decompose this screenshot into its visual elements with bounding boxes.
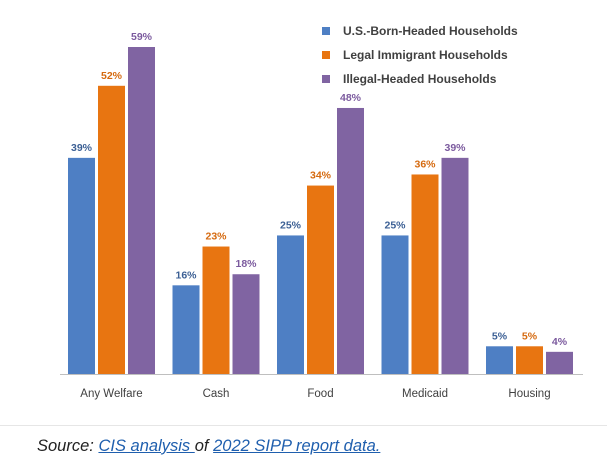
bar (441, 157, 469, 374)
bar (546, 351, 573, 374)
source-caption: Source: CIS analysis of 2022 SIPP report… (37, 437, 380, 456)
data-label: 5% (492, 330, 508, 342)
bar (172, 285, 200, 374)
data-label: 59% (131, 31, 153, 43)
data-label: 18% (235, 258, 257, 270)
category-label: Food (307, 388, 333, 400)
data-label: 23% (205, 231, 227, 243)
data-label: 36% (414, 158, 436, 170)
bar (277, 235, 304, 374)
legend: U.S.-Born-Headed Households Legal Immigr… (322, 20, 518, 92)
category-label: Cash (203, 388, 230, 400)
source-prefix: Source: (37, 437, 99, 455)
bar (411, 174, 439, 374)
bar (486, 346, 513, 374)
category-label: Medicaid (402, 388, 448, 400)
legend-swatch (322, 75, 330, 83)
legend-item-illegal: Illegal-Headed Households (322, 68, 518, 90)
legend-label: U.S.-Born-Headed Households (343, 24, 518, 38)
bar (516, 346, 543, 374)
legend-item-us-born: U.S.-Born-Headed Households (322, 20, 518, 42)
data-label: 48% (340, 92, 362, 104)
bar (98, 85, 125, 375)
bar (232, 274, 260, 374)
legend-item-legal-immigrant: Legal Immigrant Households (322, 44, 518, 66)
data-label: 25% (280, 219, 302, 231)
bar (307, 185, 334, 374)
data-label: 39% (444, 142, 466, 154)
data-label: 39% (71, 142, 93, 154)
legend-swatch (322, 51, 330, 59)
data-label: 5% (522, 330, 538, 342)
bar (68, 157, 95, 374)
category-label: Housing (508, 388, 550, 400)
chart-panel: 39% 52% 59% Any Welfare 16% 23% 18% Cash 25% 34% 4… (0, 20, 607, 426)
bar (381, 235, 409, 374)
bar (202, 246, 230, 374)
source-middle: of (194, 437, 214, 455)
bar (128, 47, 155, 374)
data-label: 16% (175, 269, 197, 281)
legend-swatch (322, 27, 330, 35)
category-label: Any Welfare (80, 388, 142, 400)
data-label: 52% (101, 70, 123, 82)
data-label: 4% (552, 336, 568, 348)
cis-analysis-link[interactable]: CIS analysis (98, 437, 195, 455)
legend-label: Legal Immigrant Households (343, 48, 508, 62)
sipp-report-link[interactable]: 2022 SIPP report data. (213, 437, 381, 455)
legend-label: Illegal-Headed Households (343, 72, 497, 86)
data-label: 25% (384, 219, 406, 231)
data-label: 34% (310, 170, 332, 182)
bar (337, 107, 364, 375)
bar-chart: 39% 52% 59% Any Welfare 16% 23% 18% Cash 25% 34% 4… (60, 31, 583, 400)
